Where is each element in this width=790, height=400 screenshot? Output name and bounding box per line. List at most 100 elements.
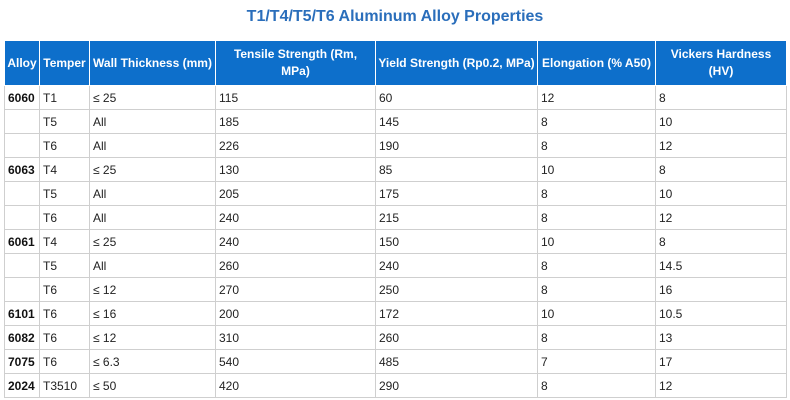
vickers-hardness-cell: 8 — [655, 157, 787, 182]
temper-cell: T5 — [39, 253, 90, 278]
vickers-hardness-cell: 12 — [655, 373, 787, 398]
page-title: T1/T4/T5/T6 Aluminum Alloy Properties — [246, 8, 544, 25]
wall-thickness-cell: ≤ 12 — [89, 325, 216, 350]
alloy-cell: 6082 — [4, 325, 40, 350]
yield-strength-cell: 175 — [375, 181, 538, 206]
table-row: 6082 T6 ≤ 12 310 260 8 13 — [4, 325, 787, 350]
wall-thickness-cell: All — [89, 181, 216, 206]
wall-thickness-cell: ≤ 16 — [89, 301, 216, 326]
tensile-strength-cell: 205 — [215, 181, 376, 206]
header-yield-strength: Yield Strength (Rp0.2, MPa) — [375, 40, 538, 86]
temper-cell: T6 — [39, 205, 90, 230]
wall-thickness-cell: ≤ 50 — [89, 373, 216, 398]
yield-strength-cell: 85 — [375, 157, 538, 182]
yield-strength-cell: 240 — [375, 253, 538, 278]
tensile-strength-cell: 540 — [215, 349, 376, 374]
yield-strength-cell: 485 — [375, 349, 538, 374]
temper-cell: T1 — [39, 85, 90, 110]
table-row: T5 All 260 240 8 14.5 — [4, 253, 787, 278]
header-vickers-hardness: Vickers Hardness (HV) — [655, 40, 787, 86]
vickers-hardness-cell: 12 — [655, 133, 787, 158]
alloy-cell — [4, 109, 40, 134]
wall-thickness-cell: ≤ 12 — [89, 277, 216, 302]
tensile-strength-cell: 240 — [215, 205, 376, 230]
yield-strength-cell: 145 — [375, 109, 538, 134]
yield-strength-cell: 60 — [375, 85, 538, 110]
table-row: 6063 T4 ≤ 25 130 85 10 8 — [4, 157, 787, 182]
elongation-cell: 10 — [537, 229, 656, 254]
tensile-strength-cell: 310 — [215, 325, 376, 350]
temper-cell: T6 — [39, 325, 90, 350]
table-row: T5 All 205 175 8 10 — [4, 181, 787, 206]
header-tensile-strength: Tensile Strength (Rm, MPa) — [215, 40, 376, 86]
yield-strength-cell: 215 — [375, 205, 538, 230]
elongation-cell: 8 — [537, 277, 656, 302]
alloy-cell — [4, 205, 40, 230]
wall-thickness-cell: ≤ 25 — [89, 229, 216, 254]
table-row: 6061 T4 ≤ 25 240 150 10 8 — [4, 229, 787, 254]
yield-strength-cell: 250 — [375, 277, 538, 302]
alloy-cell: 6063 — [4, 157, 40, 182]
wall-thickness-cell: ≤ 25 — [89, 85, 216, 110]
vickers-hardness-cell: 8 — [655, 229, 787, 254]
wall-thickness-cell: ≤ 25 — [89, 157, 216, 182]
wall-thickness-cell: All — [89, 133, 216, 158]
vickers-hardness-cell: 13 — [655, 325, 787, 350]
elongation-cell: 8 — [537, 373, 656, 398]
temper-cell: T3510 — [39, 373, 90, 398]
elongation-cell: 12 — [537, 85, 656, 110]
yield-strength-cell: 190 — [375, 133, 538, 158]
alloy-cell — [4, 253, 40, 278]
tensile-strength-cell: 130 — [215, 157, 376, 182]
wall-thickness-cell: All — [89, 109, 216, 134]
vickers-hardness-cell: 16 — [655, 277, 787, 302]
temper-cell: T4 — [39, 157, 90, 182]
tensile-strength-cell: 420 — [215, 373, 376, 398]
vickers-hardness-cell: 14.5 — [655, 253, 787, 278]
wall-thickness-cell: All — [89, 253, 216, 278]
table-row: 6060 T1 ≤ 25 115 60 12 8 — [4, 85, 787, 110]
yield-strength-cell: 260 — [375, 325, 538, 350]
table-row: T5 All 185 145 8 10 — [4, 109, 787, 134]
elongation-cell: 8 — [537, 325, 656, 350]
properties-table: Alloy Temper Wall Thickness (mm) Tensile… — [4, 40, 787, 398]
table-header-row: Alloy Temper Wall Thickness (mm) Tensile… — [4, 40, 787, 86]
tensile-strength-cell: 260 — [215, 253, 376, 278]
elongation-cell: 8 — [537, 205, 656, 230]
table-row: 7075 T6 ≤ 6.3 540 485 7 17 — [4, 349, 787, 374]
elongation-cell: 10 — [537, 301, 656, 326]
alloy-cell: 6061 — [4, 229, 40, 254]
alloy-cell — [4, 181, 40, 206]
elongation-cell: 7 — [537, 349, 656, 374]
vickers-hardness-cell: 17 — [655, 349, 787, 374]
elongation-cell: 10 — [537, 157, 656, 182]
temper-cell: T6 — [39, 277, 90, 302]
elongation-cell: 8 — [537, 133, 656, 158]
temper-cell: T5 — [39, 181, 90, 206]
temper-cell: T6 — [39, 349, 90, 374]
temper-cell: T6 — [39, 133, 90, 158]
elongation-cell: 8 — [537, 253, 656, 278]
alloy-cell: 6060 — [4, 85, 40, 110]
temper-cell: T5 — [39, 109, 90, 134]
alloy-cell: 7075 — [4, 349, 40, 374]
temper-cell: T4 — [39, 229, 90, 254]
elongation-cell: 8 — [537, 109, 656, 134]
alloy-cell: 6101 — [4, 301, 40, 326]
yield-strength-cell: 150 — [375, 229, 538, 254]
header-temper: Temper — [39, 40, 90, 86]
vickers-hardness-cell: 12 — [655, 205, 787, 230]
table-row: 6101 T6 ≤ 16 200 172 10 10.5 — [4, 301, 787, 326]
tensile-strength-cell: 115 — [215, 85, 376, 110]
alloy-cell — [4, 277, 40, 302]
vickers-hardness-cell: 8 — [655, 85, 787, 110]
temper-cell: T6 — [39, 301, 90, 326]
elongation-cell: 8 — [537, 181, 656, 206]
tensile-strength-cell: 226 — [215, 133, 376, 158]
tensile-strength-cell: 200 — [215, 301, 376, 326]
wall-thickness-cell: ≤ 6.3 — [89, 349, 216, 374]
yield-strength-cell: 290 — [375, 373, 538, 398]
vickers-hardness-cell: 10 — [655, 181, 787, 206]
tensile-strength-cell: 185 — [215, 109, 376, 134]
table-row: 2024 T3510 ≤ 50 420 290 8 12 — [4, 373, 787, 398]
